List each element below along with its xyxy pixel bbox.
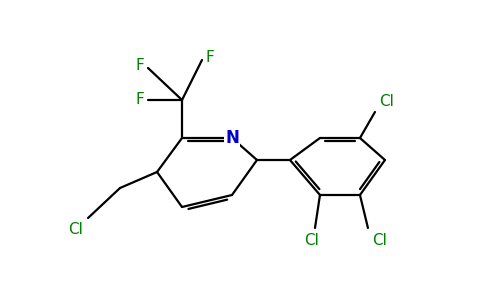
Text: F: F [206, 50, 214, 64]
Text: N: N [225, 129, 239, 147]
Text: Cl: Cl [303, 233, 318, 248]
Text: Cl: Cl [372, 233, 387, 248]
Text: F: F [136, 58, 144, 73]
Text: Cl: Cl [379, 94, 393, 109]
Text: Cl: Cl [68, 222, 83, 237]
Text: F: F [136, 92, 144, 107]
